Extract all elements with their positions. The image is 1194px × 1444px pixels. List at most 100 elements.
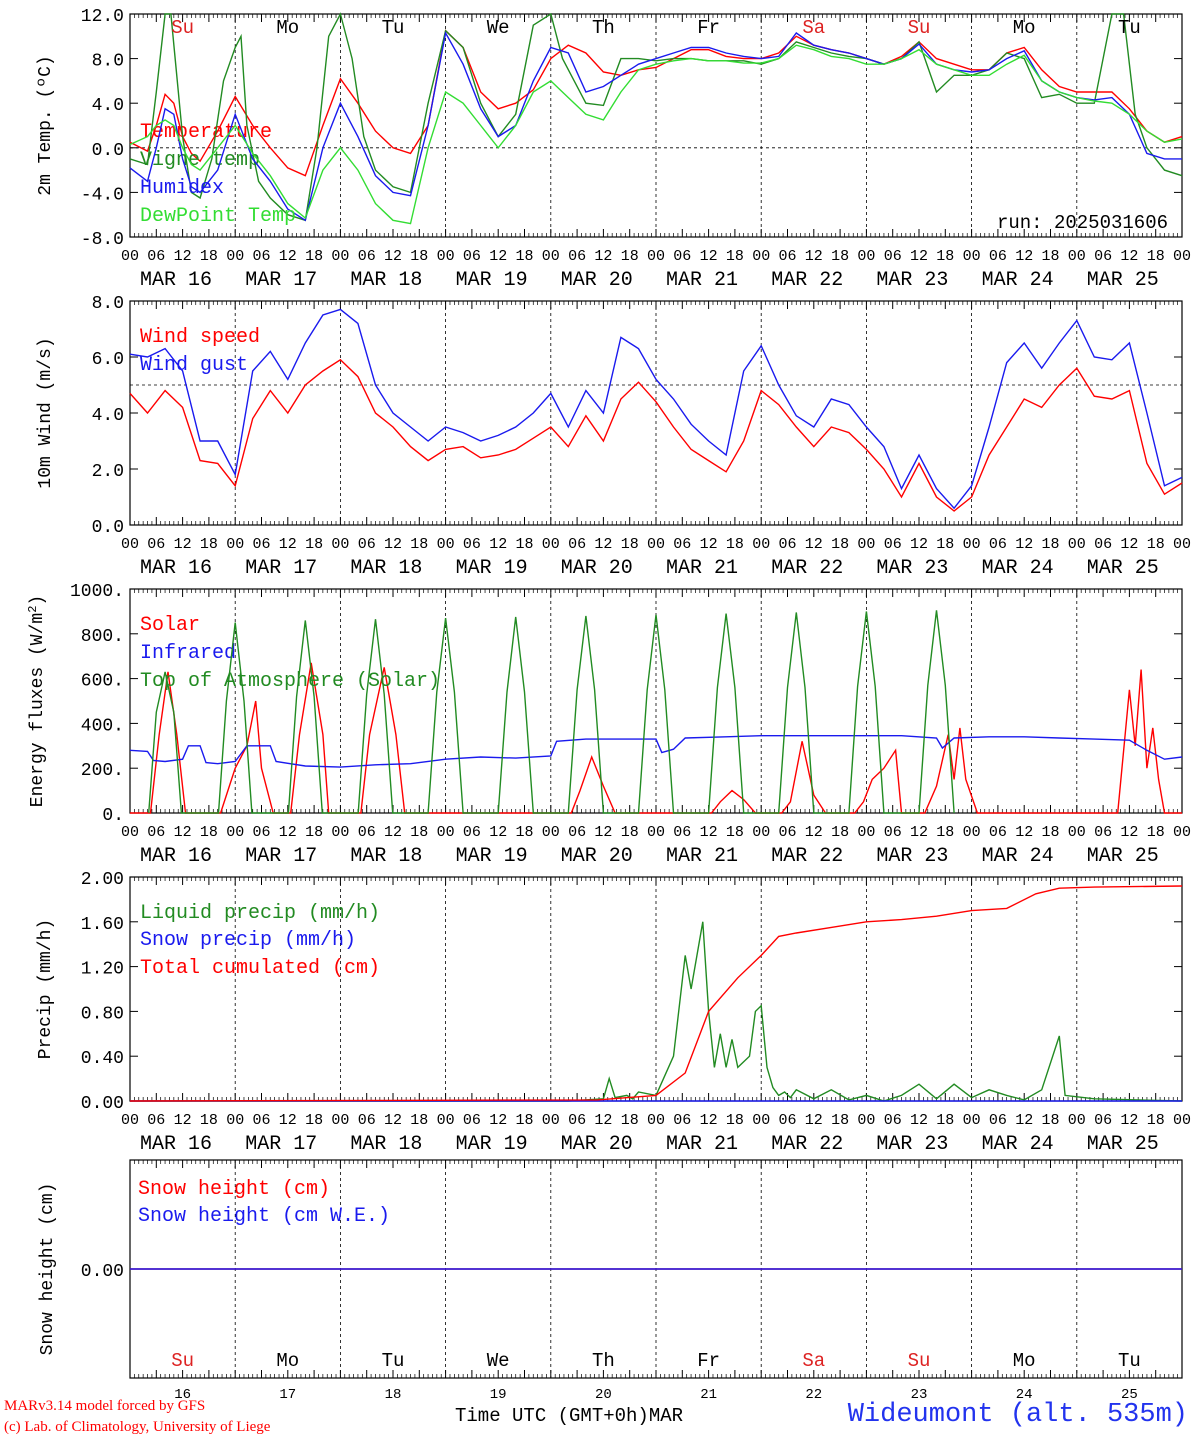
hour-tick-label: 06	[1094, 248, 1112, 265]
hour-tick-label: 06	[358, 248, 376, 265]
hour-tick-label: 12	[910, 824, 928, 841]
hour-tick-label: 00	[542, 1112, 560, 1129]
date-label: MAR 18	[350, 1133, 422, 1156]
panel-frame-2	[129, 588, 1183, 814]
date-label: MAR 17	[245, 845, 317, 868]
hour-tick-label: 12	[1120, 824, 1138, 841]
hour-tick-label: 06	[884, 1112, 902, 1129]
hour-tick-label: 00	[1068, 1112, 1086, 1129]
day-number-label: 17	[279, 1387, 296, 1403]
hour-tick-label: 12	[910, 248, 928, 265]
legend-dewpoint-temp: DewPoint Temp	[140, 205, 296, 228]
y-tick-label: 600.	[81, 672, 124, 692]
hour-tick-label: 18	[410, 824, 428, 841]
hour-tick-label: 00	[752, 1112, 770, 1129]
hour-tick-label: 18	[200, 824, 218, 841]
lab-credit: (c) Lab. of Climatology, University of L…	[4, 1419, 271, 1435]
weekday-label: Su	[908, 1350, 931, 1372]
y-tick-label: 8.0	[92, 52, 124, 72]
hour-tick-label: 00	[647, 1112, 665, 1129]
hour-tick-label: 00	[647, 248, 665, 265]
hour-tick-label: 06	[568, 536, 586, 553]
hour-tick-label: 18	[936, 536, 954, 553]
y-tick-label: 800.	[81, 627, 124, 647]
day-number-label: 16	[174, 1387, 191, 1403]
weekday-label: We	[487, 1350, 510, 1372]
y-tick-label: 0.00	[81, 1094, 124, 1114]
hour-tick-label: 12	[489, 824, 507, 841]
hour-tick-label: 12	[594, 824, 612, 841]
hour-tick-label: 18	[305, 824, 323, 841]
hour-tick-label: 18	[515, 824, 533, 841]
date-label: MAR 22	[771, 557, 843, 580]
hour-tick-label: 12	[384, 1112, 402, 1129]
legend-solar: Solar	[140, 614, 200, 637]
date-label: MAR 22	[771, 269, 843, 292]
hour-tick-label: 18	[936, 248, 954, 265]
y-axis-label: Precip (mm/h)	[36, 919, 56, 1059]
hour-tick-label: 18	[1041, 1112, 1059, 1129]
hour-tick-label: 18	[621, 248, 639, 265]
hour-tick-label: 00	[963, 1112, 981, 1129]
hour-tick-label: 00	[542, 536, 560, 553]
hour-tick-label: 00	[963, 824, 981, 841]
hour-tick-label: 12	[910, 1112, 928, 1129]
hour-tick-label: 18	[200, 536, 218, 553]
y-tick-label: 0.0	[92, 518, 124, 538]
date-label: MAR 16	[140, 1133, 212, 1156]
hour-tick-label: 18	[1147, 824, 1165, 841]
hour-tick-label: 06	[568, 1112, 586, 1129]
hour-tick-label: 18	[1147, 536, 1165, 553]
hour-tick-label: 12	[1015, 248, 1033, 265]
hour-tick-label: 18	[831, 536, 849, 553]
y-tick-label: 2.00	[81, 870, 124, 890]
series-line-total-cumulated-cm-	[129, 885, 1183, 1102]
legend-snow-precip-mm-h-: Snow precip (mm/h)	[140, 929, 356, 952]
hour-tick-label: 18	[200, 248, 218, 265]
hour-tick-label: 06	[252, 536, 270, 553]
date-label: MAR 23	[876, 269, 948, 292]
hour-tick-label: 18	[726, 248, 744, 265]
hour-tick-label: 12	[805, 824, 823, 841]
hour-tick-label: 06	[989, 248, 1007, 265]
hour-tick-label: 06	[778, 248, 796, 265]
day-number-label: 18	[385, 1387, 402, 1403]
hour-tick-label: 00	[1173, 1112, 1191, 1129]
y-tick-label: 4.0	[92, 96, 124, 116]
legend-total-cumulated-cm-: Total cumulated (cm)	[140, 957, 380, 980]
hour-tick-label: 00	[1173, 536, 1191, 553]
series-line-humidex	[129, 30, 1182, 222]
legend-snow-height-cm-: Snow height (cm)	[138, 1178, 330, 1201]
hour-tick-label: 06	[463, 824, 481, 841]
station-label: Wideumont (alt. 535m)	[847, 1400, 1188, 1430]
weekday-label: Th	[592, 1350, 615, 1372]
date-label: MAR 16	[140, 845, 212, 868]
hour-tick-label: 18	[305, 248, 323, 265]
y-tick-label: 0.0	[92, 141, 124, 161]
hour-tick-label: 18	[936, 824, 954, 841]
hour-tick-label: 18	[515, 1112, 533, 1129]
hour-tick-label: 06	[778, 1112, 796, 1129]
hour-tick-label: 06	[778, 536, 796, 553]
date-label: MAR 18	[350, 845, 422, 868]
date-label: MAR 22	[771, 845, 843, 868]
y-tick-label: 1000.	[70, 582, 124, 602]
y-tick-label: 8.0	[92, 294, 124, 314]
hour-tick-label: 00	[1068, 536, 1086, 553]
hour-tick-label: 18	[831, 824, 849, 841]
hour-tick-label: 12	[489, 248, 507, 265]
y-tick-label: 12.0	[81, 7, 124, 27]
date-label: MAR 17	[245, 557, 317, 580]
hour-tick-label: 12	[279, 248, 297, 265]
hour-tick-label: 12	[805, 248, 823, 265]
hour-tick-label: 00	[437, 824, 455, 841]
hour-tick-label: 00	[963, 248, 981, 265]
model-credit: MARv3.14 model forced by GFS	[4, 1398, 206, 1414]
series-line-vigne-temp	[129, 12, 1183, 222]
hour-tick-label: 06	[147, 824, 165, 841]
weekday-label: We	[487, 17, 510, 39]
hour-tick-label: 06	[884, 824, 902, 841]
date-label: MAR 21	[666, 845, 738, 868]
y-tick-label: 400.	[81, 716, 124, 736]
